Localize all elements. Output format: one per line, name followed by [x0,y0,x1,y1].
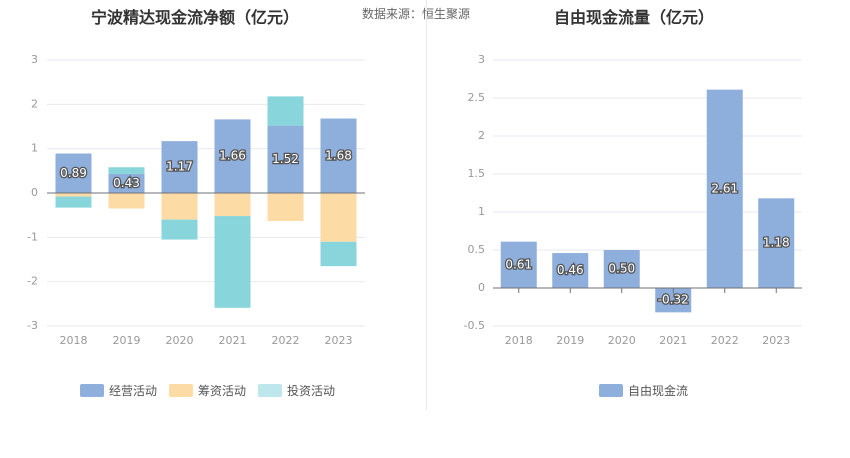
y-tick-label: 3 [478,53,485,66]
x-tick-label: 2022 [711,334,739,347]
y-tick-label: 2 [31,97,38,110]
x-tick-label: 2018 [60,334,88,347]
x-tick-label: 2021 [659,334,687,347]
bar-free-cash-flow [552,253,589,288]
y-tick-label: 0 [31,186,38,199]
legend-swatch [80,384,104,397]
legend-swatch [258,384,283,397]
y-tick-label: 1 [31,142,38,155]
data-source: 数据来源：恒生聚源 [362,7,471,21]
value-label: 2.61 [711,181,738,195]
bar-operating [55,153,92,193]
x-tick-label: 2019 [113,334,141,347]
legend-item-operating[interactable]: 经营活动 [80,382,157,399]
y-tick-label: -1 [27,230,38,243]
bar-investing [214,216,251,308]
legend-label: 投资活动 [287,384,336,398]
y-tick-label: -2 [27,275,38,288]
y-tick-label: 2.5 [468,91,486,104]
bar-free-cash-flow [500,241,537,288]
value-label: 1.18 [763,236,790,250]
bar-free-cash-flow [603,250,640,288]
y-tick-label: -3 [27,319,38,332]
bar-investing [108,167,145,174]
value-label: 1.52 [272,152,299,166]
bar-operating [267,125,304,193]
bar-free-cash-flow [706,89,743,288]
bar-investing [267,96,304,126]
value-label: 1.66 [219,149,246,163]
value-label: 0.61 [505,257,532,271]
x-tick-label: 2019 [556,334,584,347]
bar-financing [108,193,145,209]
value-label: 0.46 [557,263,584,277]
y-tick-label: 3 [31,53,38,66]
right-legend: 自由现金流 [599,382,688,399]
legend-swatch [599,384,623,397]
legend-item-investing[interactable]: 投资活动 [258,382,335,399]
bar-free-cash-flow [758,198,795,288]
bar-operating [161,141,198,193]
bar-financing [55,193,92,197]
bar-investing [320,241,357,267]
value-label: 1.17 [166,160,193,174]
cash-flow-chart: 3 2 1 0 -1 -2 -3 0.89 0.43 1.17 1.66 1.52 1.68 2018 20… [27,53,365,347]
legend-label: 筹资活动 [198,384,247,398]
bar-financing [267,193,304,221]
value-label: 0.43 [113,176,140,190]
left-chart-title: 宁波精达现金流净额（亿元） [91,8,300,27]
y-tick-label: 0.5 [468,243,486,256]
y-tick-label: 0 [478,281,485,294]
bar-operating [108,173,145,193]
bar-investing [161,219,198,240]
x-tick-label: 2023 [325,334,353,347]
bar-investing [55,196,92,208]
y-tick-label: -0.5 [464,319,485,332]
value-label: -0.32 [658,293,689,307]
bar-operating [214,119,251,193]
x-tick-label: 2018 [505,334,533,347]
x-tick-label: 2021 [219,334,247,347]
chart-divider [426,0,427,410]
y-tick-label: 2 [478,129,485,142]
legend-label: 经营活动 [109,384,158,398]
bar-financing [161,193,198,220]
x-tick-label: 2020 [608,334,636,347]
bar-financing [214,193,251,217]
legend-item-free-cash-flow[interactable]: 自由现金流 [599,382,688,399]
left-legend: 经营活动 筹资活动 投资活动 [80,382,335,399]
value-label: 1.68 [325,148,352,162]
legend-label: 自由现金流 [628,384,689,398]
value-label: 0.50 [608,262,635,276]
y-tick-label: 1 [478,205,485,218]
bar-financing [320,193,357,242]
legend-item-financing[interactable]: 筹资活动 [169,382,246,399]
value-label: 0.89 [60,166,87,180]
y-tick-label: 1.5 [468,167,486,180]
legend-swatch [169,384,194,397]
bar-operating [320,118,357,193]
right-chart-title: 自由现金流量（亿元） [554,8,715,27]
x-tick-label: 2022 [272,334,300,347]
x-tick-label: 2023 [762,334,790,347]
x-tick-label: 2020 [166,334,194,347]
